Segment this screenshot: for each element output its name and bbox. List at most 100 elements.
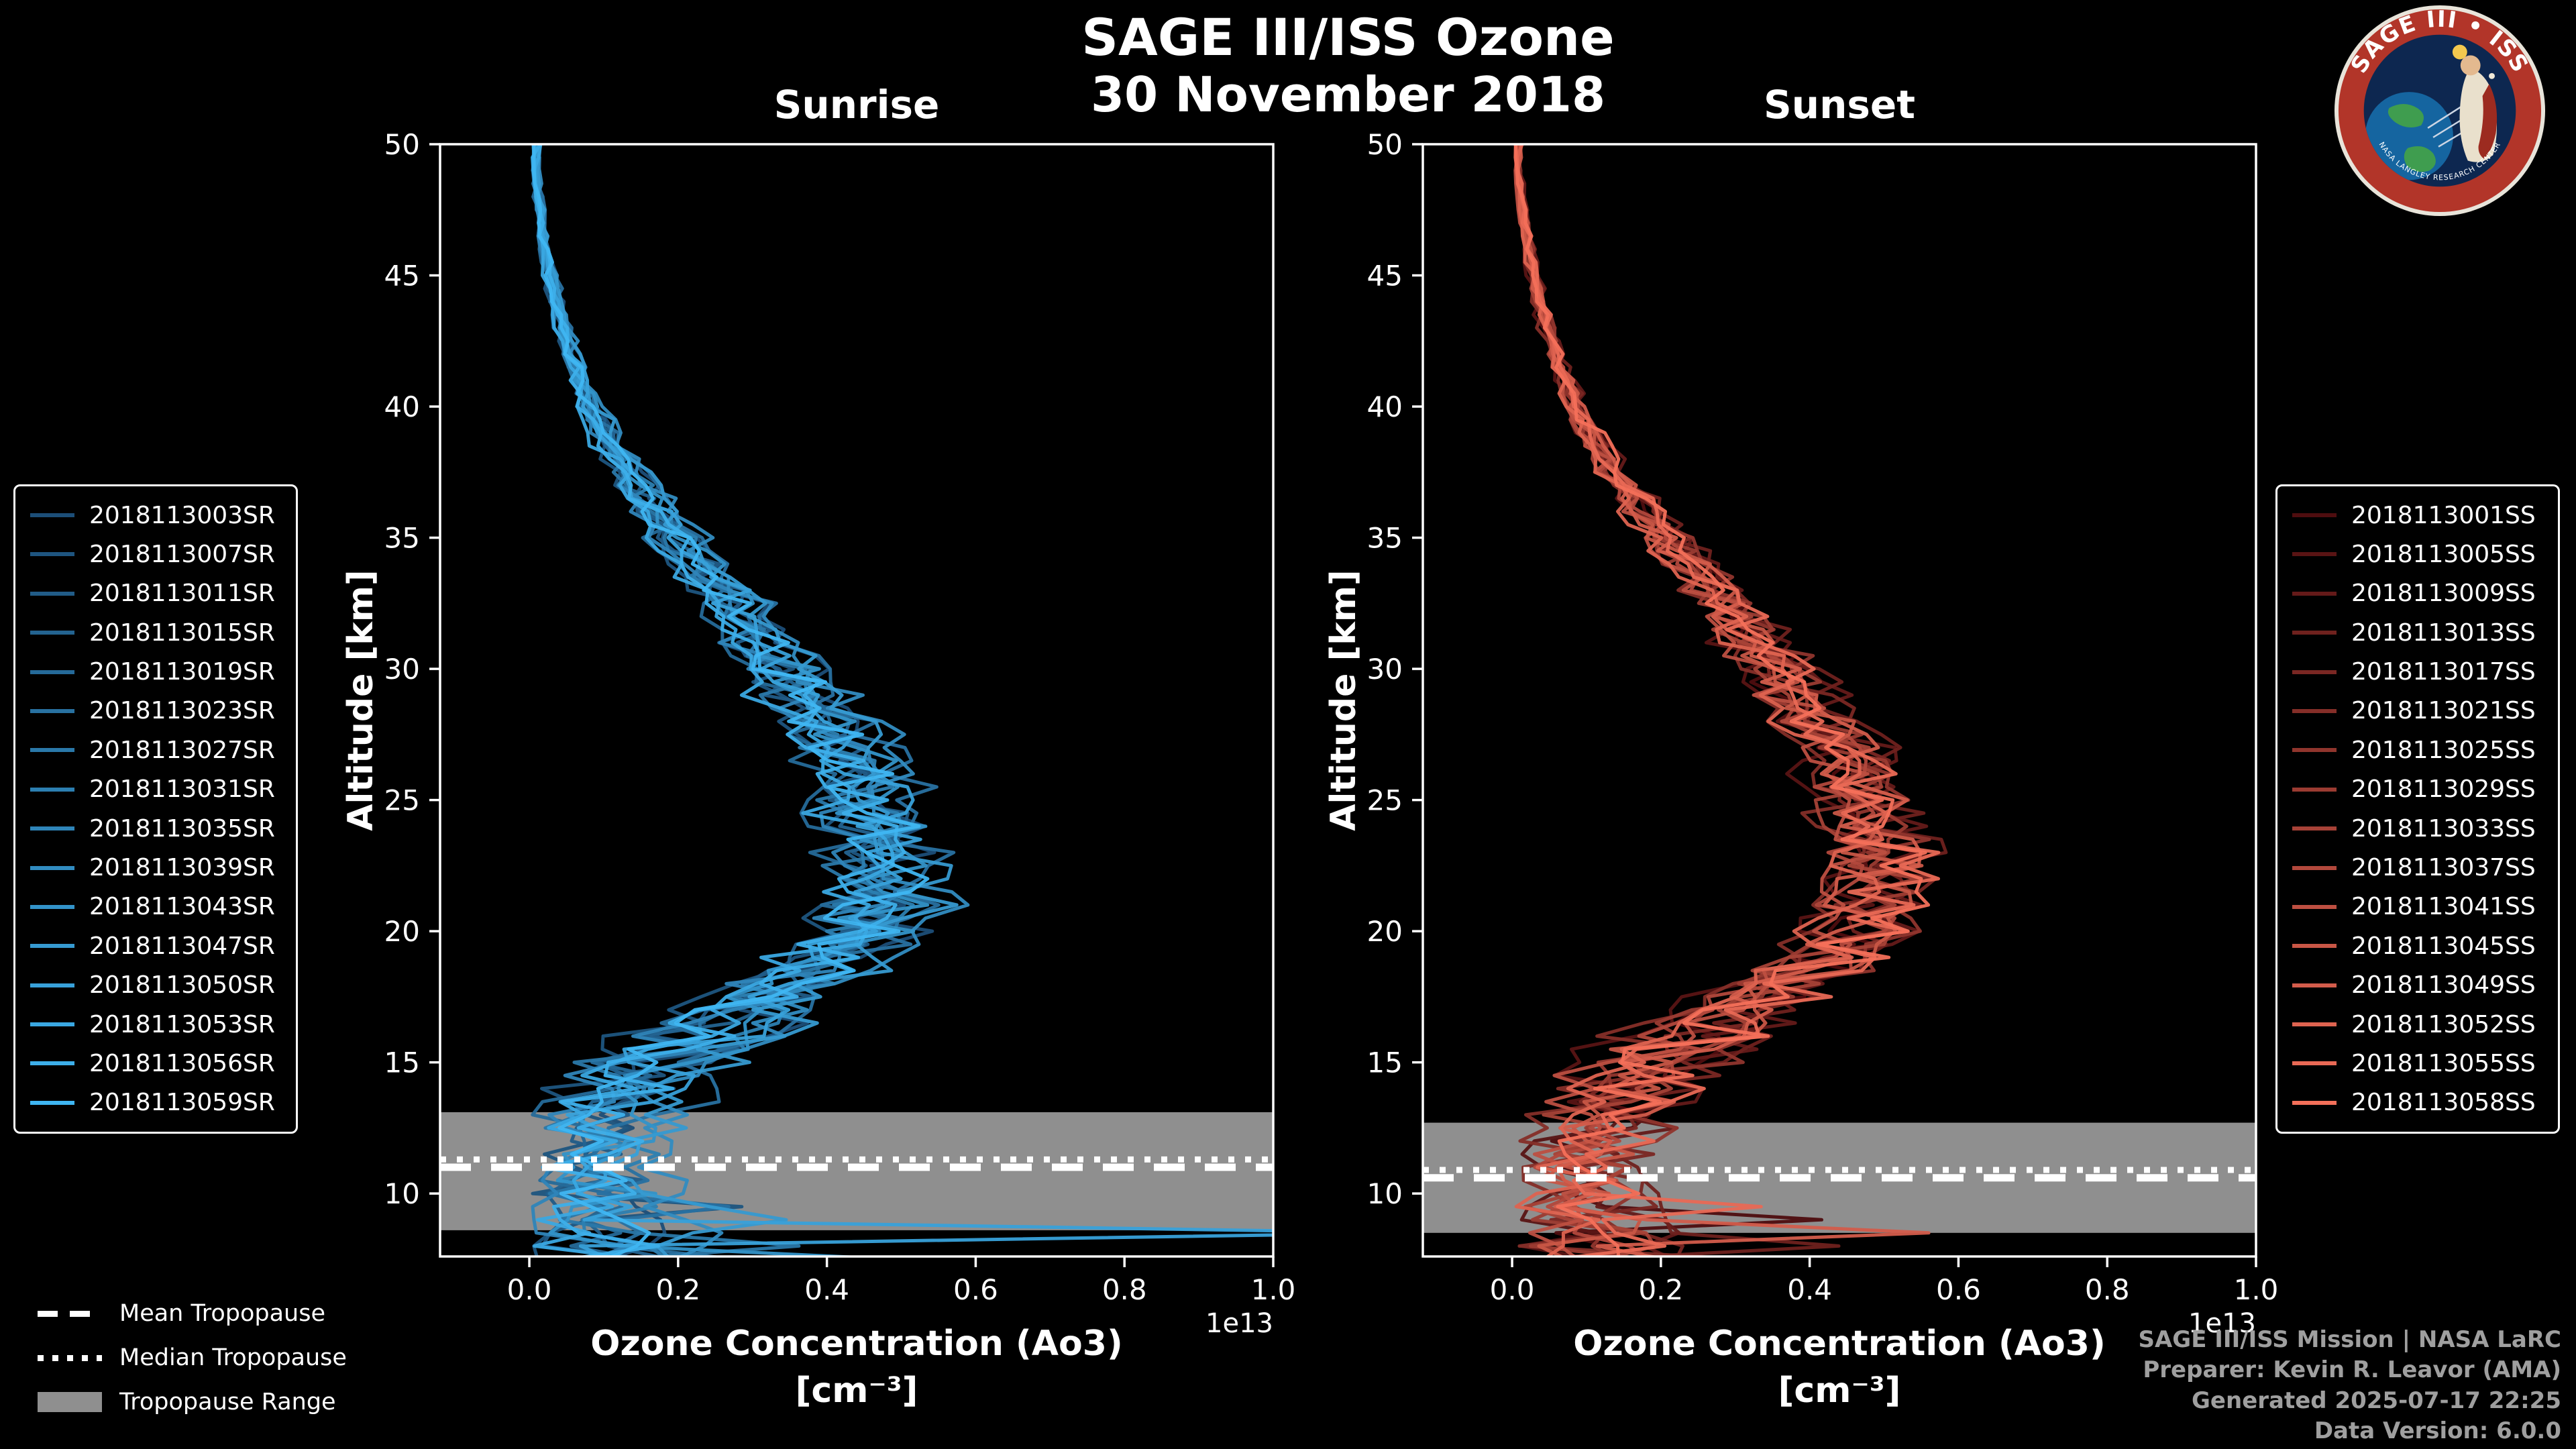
ozone-profile-2018113053SR — [532, 144, 895, 1256]
legend-label: 2018113035SR — [89, 814, 275, 843]
legend-line-swatch — [30, 787, 74, 792]
legend-label: 2018113033SS — [2351, 814, 2536, 843]
legend-item: 2018113005SS — [2292, 536, 2543, 572]
legend-item: 2018113023SR — [30, 693, 281, 729]
legend-line-swatch — [2292, 983, 2337, 987]
legend-label: 2018113056SR — [89, 1049, 275, 1077]
gray-band-swatch — [38, 1392, 102, 1412]
legend-item: 2018113035SR — [30, 810, 281, 847]
x-tick-label: 0.2 — [655, 1273, 700, 1306]
dashed-line-swatch — [38, 1310, 102, 1317]
legend-item: 2018113025SS — [2292, 732, 2543, 768]
legend-line-swatch — [30, 1061, 74, 1066]
legend-item: 2018113027SR — [30, 732, 281, 768]
legend-line-swatch — [2292, 631, 2337, 635]
y-tick-label: 15 — [384, 1046, 420, 1079]
legend-item: 2018113045SS — [2292, 928, 2543, 964]
legend-line-swatch — [30, 708, 74, 713]
y-tick-label: 50 — [384, 128, 420, 161]
legend-line-swatch — [2292, 552, 2337, 557]
legend-label: 2018113049SS — [2351, 971, 2536, 1000]
legend-label: 2018113037SS — [2351, 854, 2536, 882]
legend-item: 2018113001SS — [2292, 497, 2543, 533]
legend-line-swatch — [30, 591, 74, 596]
panel-title-sunset: Sunset — [1764, 82, 1915, 127]
legend-item: 2018113041SS — [2292, 889, 2543, 925]
figure-subtitle: 30 November 2018 — [1090, 66, 1606, 123]
y-tick-label: 45 — [1367, 260, 1403, 292]
legend-line-swatch — [30, 552, 74, 557]
legend-line-swatch — [30, 631, 74, 635]
y-tick-label: 30 — [1367, 653, 1403, 686]
legend-line-swatch — [30, 748, 74, 753]
y-tick-label: 40 — [384, 390, 420, 423]
legend-line-swatch — [30, 904, 74, 909]
y-axis-label-sunrise: Altitude [km] — [341, 570, 381, 831]
x-tick-label: 0.4 — [1787, 1273, 1832, 1306]
y-tick-label: 25 — [384, 784, 420, 817]
legend-line-swatch — [2292, 787, 2337, 792]
legend-item: 2018113053SR — [30, 1006, 281, 1042]
legend-label: 2018113050SR — [89, 971, 275, 1000]
y-tick-label: 35 — [1367, 522, 1403, 555]
y-tick-label: 30 — [384, 653, 420, 686]
x-axis-scale-label-sunset: 1e13 — [2188, 1308, 2256, 1339]
sun-dot — [2452, 44, 2467, 60]
planet-dot — [2489, 72, 2495, 79]
tick-labels: 0.0 0.2 0.4 0.6 0.8 1.0 10 15 20 25 30 35 40 45 50 — [384, 128, 1296, 1306]
y-tick-label: 10 — [384, 1177, 420, 1210]
legend-item: 2018113021SS — [2292, 693, 2543, 729]
y-tick-label: 20 — [1367, 915, 1403, 948]
ozone-profile-2018113039SR — [532, 144, 970, 1256]
legend-line-swatch — [30, 669, 74, 674]
y-tick-label: 35 — [384, 522, 420, 555]
legend-item: 2018113047SR — [30, 928, 281, 964]
legend-label: 2018113003SR — [89, 501, 275, 529]
credits-block: SAGE III/ISS Mission | NASA LaRC Prepare… — [2139, 1325, 2562, 1446]
legend-label: Mean Tropopause — [119, 1300, 326, 1327]
legend-item: 2018113007SR — [30, 536, 281, 572]
legend-line-swatch — [2292, 826, 2337, 831]
generated-timestamp: Generated 2025-07-17 22:25 — [2192, 1387, 2561, 1414]
x-tick-label: 1.0 — [2234, 1273, 2279, 1306]
legend-label: Tropopause Range — [119, 1389, 336, 1415]
x-axis-label-text: Ozone Concentration (Ao3) — [1573, 1324, 2106, 1364]
legend-label: 2018113059SR — [89, 1089, 275, 1117]
x-tick-label: 0.6 — [953, 1273, 998, 1306]
legend-item: 2018113009SS — [2292, 576, 2543, 612]
preparer-credit: Preparer: Kevin R. Leavor (AMA) — [2143, 1356, 2561, 1384]
ozone-profile-2018113058SS — [1513, 144, 1931, 1256]
legend-label: 2018113011SR — [89, 580, 275, 608]
legend-line-swatch — [30, 983, 74, 987]
legend-label: 2018113017SS — [2351, 658, 2536, 686]
legend-line-swatch — [2292, 708, 2337, 713]
tick-labels: 0.0 0.2 0.4 0.6 0.8 1.0 10 15 20 25 30 35 40 45 50 — [1367, 128, 2279, 1306]
y-tick-label: 45 — [384, 260, 420, 292]
legend-item: 2018113049SS — [2292, 967, 2543, 1004]
x-tick-label: 0.2 — [1638, 1273, 1683, 1306]
legend-label: 2018113055SS — [2351, 1049, 2536, 1077]
legend-item: 2018113029SS — [2292, 771, 2543, 808]
legend-label: 2018113019SR — [89, 658, 275, 686]
legend-item: 2018113059SR — [30, 1085, 281, 1121]
legend-item-mean-tropopause: Mean Tropopause — [38, 1299, 347, 1328]
legend-line-swatch — [2292, 944, 2337, 949]
earth-continent — [2387, 104, 2424, 128]
legend-label: 2018113007SR — [89, 540, 275, 568]
y-tick-label: 40 — [1367, 390, 1403, 423]
sage-iss-logo: SAGE III • ISS NASA LANGLEY RESEARCH CEN… — [2334, 5, 2546, 217]
legend-label: 2018113047SR — [89, 932, 275, 960]
x-axis-units: [cm⁻³] — [1778, 1371, 1901, 1411]
y-tick-label: 10 — [1367, 1177, 1403, 1210]
legend-item: 2018113037SS — [2292, 850, 2543, 886]
legend-label: 2018113039SR — [89, 854, 275, 882]
legend-label: 2018113052SS — [2351, 1010, 2536, 1038]
x-tick-label: 0.8 — [1102, 1273, 1147, 1306]
legend-label: 2018113058SS — [2351, 1089, 2536, 1117]
sunrise-legend: 2018113003SR 2018113007SR 2018113011SR 2018… — [13, 484, 298, 1134]
legend-item: 2018113019SR — [30, 654, 281, 690]
legend-item: 2018113050SR — [30, 967, 281, 1004]
legend-line-swatch — [2292, 1100, 2337, 1105]
legend-label: 2018113043SR — [89, 893, 275, 921]
